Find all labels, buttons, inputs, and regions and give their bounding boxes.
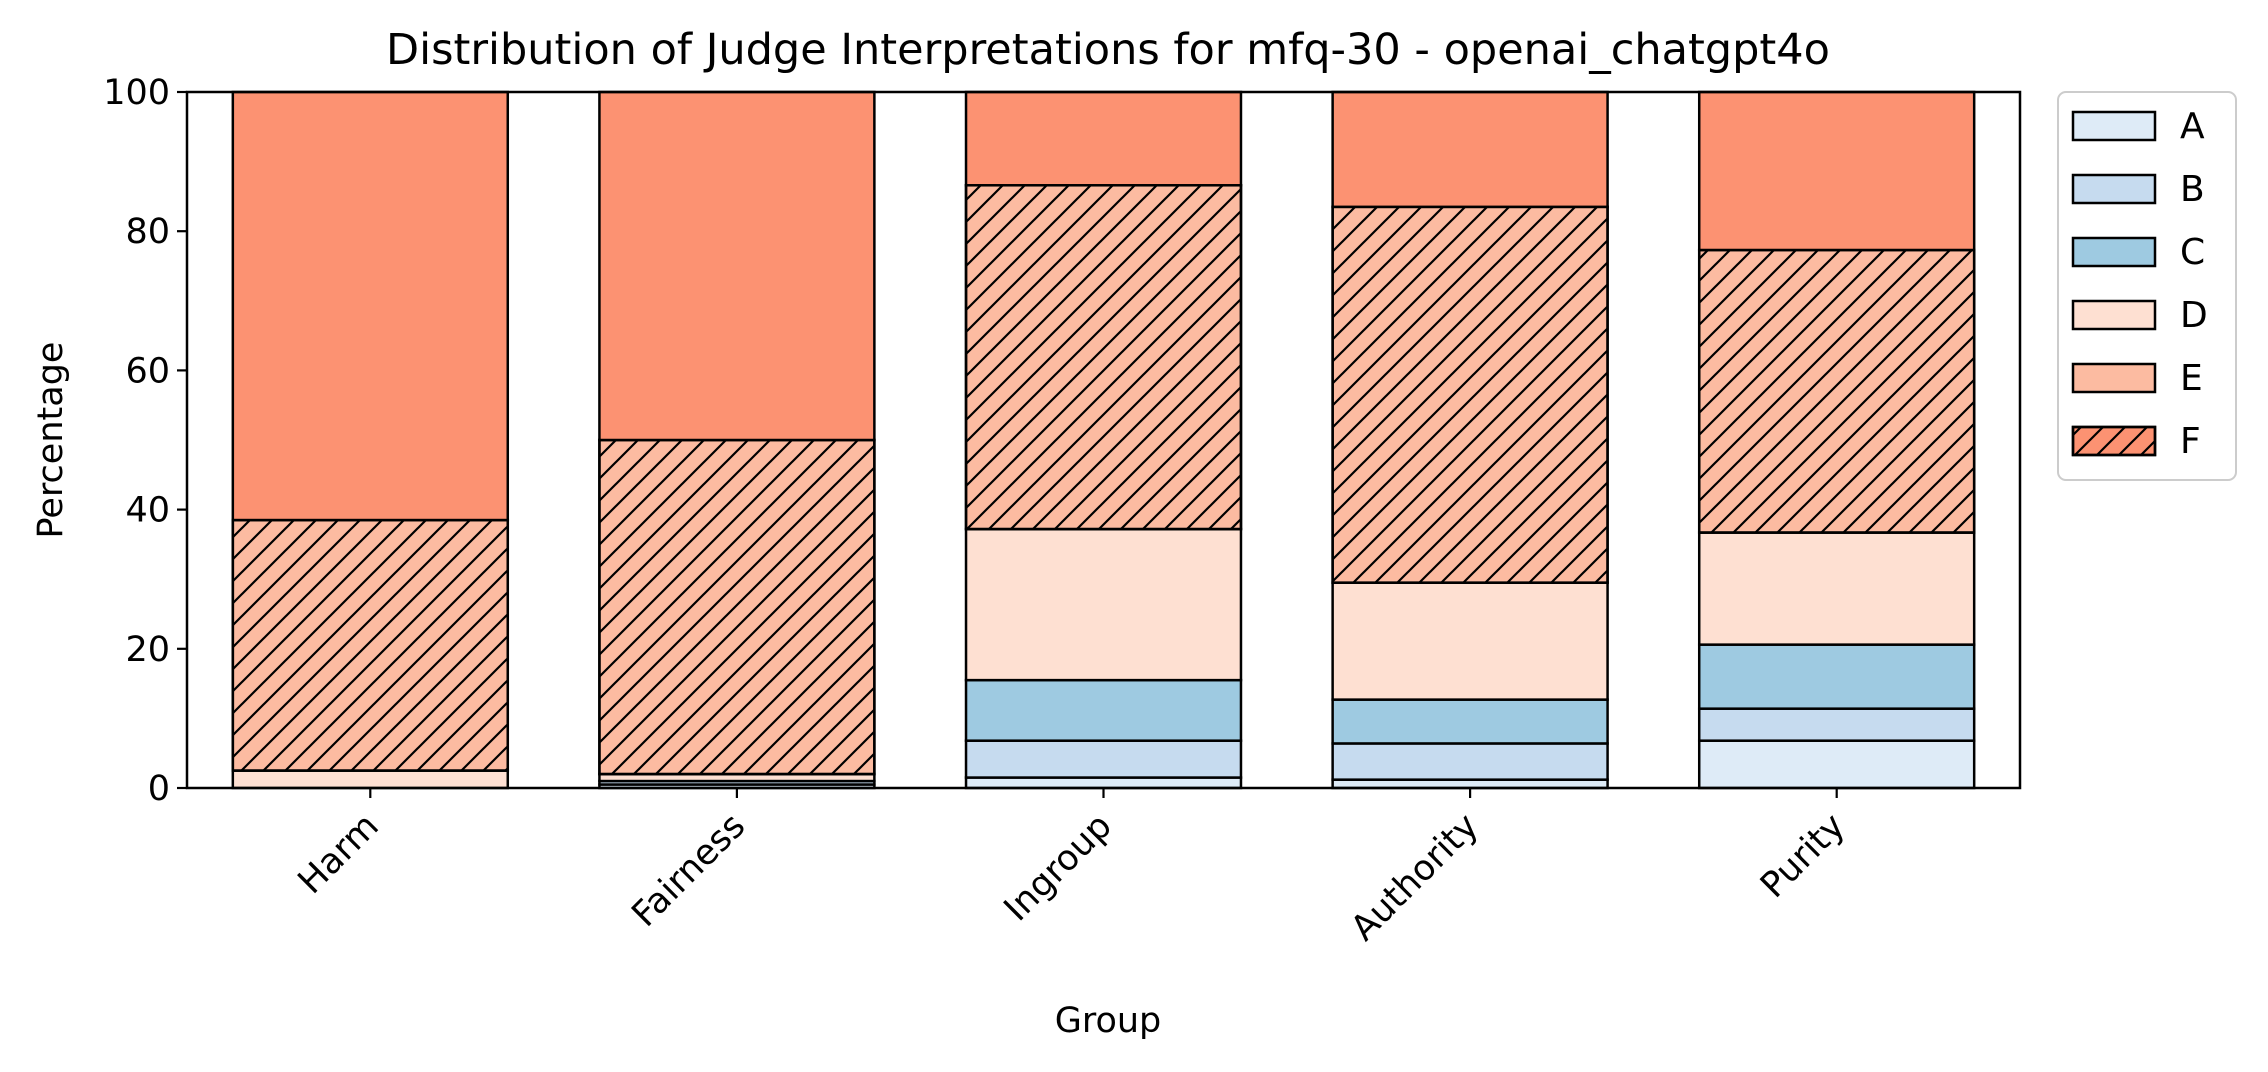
bar-ingroup-a	[964, 776, 1243, 790]
legend-swatch-e	[2071, 362, 2157, 394]
legend-label-d: D	[2180, 295, 2208, 336]
bar-purity-f	[1697, 90, 1976, 252]
legend-label-c: C	[2180, 232, 2205, 273]
bar-hatch-fairness-e	[598, 438, 876, 776]
x-tick-label-harm: Harm	[291, 806, 387, 902]
legend-swatch-d	[2071, 299, 2157, 331]
bar-authority-c	[1331, 698, 1609, 745]
bar-ingroup-f	[964, 90, 1243, 187]
bar-ingroup-d	[964, 527, 1243, 682]
legend-label-a: A	[2180, 106, 2205, 147]
bar-purity-a	[1697, 739, 1976, 790]
bar-hatch-harm-e	[231, 518, 510, 772]
y-axis-label: Percentage	[31, 342, 71, 539]
bar-fairness-f	[598, 90, 876, 442]
bars-group	[231, 90, 1976, 790]
y-axis-ticks: 0 20 40 60 80 100	[103, 73, 187, 809]
legend-swatch-hatch-f	[2071, 425, 2157, 457]
bar-harm-d	[231, 769, 510, 790]
x-axis-label: Group	[1055, 1001, 1162, 1041]
plot-frame	[185, 90, 2022, 790]
x-axis-ticks: Harm Fairness Ingroup Authority Purity	[291, 788, 1853, 949]
bar-authority-a	[1331, 778, 1609, 790]
y-tick-label: 20	[125, 630, 170, 670]
bar-purity-b	[1697, 707, 1976, 742]
y-tick-label: 40	[125, 491, 170, 531]
bar-authority-f	[1331, 90, 1609, 209]
legend-swatch-a	[2071, 110, 2157, 142]
x-tick-label-ingroup: Ingroup	[997, 806, 1120, 929]
legend-frame	[2057, 91, 2237, 481]
bar-ingroup-c	[964, 678, 1243, 742]
y-tick-label: 0	[148, 769, 170, 809]
y-tick-label: 60	[125, 351, 170, 391]
bar-ingroup-b	[964, 739, 1243, 779]
legend-label-b: B	[2180, 169, 2205, 210]
bar-hatch-ingroup-e	[964, 184, 1243, 531]
legend-label-e: E	[2180, 358, 2203, 399]
legend-label-f: F	[2180, 421, 2201, 462]
legend-swatch-b	[2071, 173, 2157, 205]
bar-authority-b	[1331, 742, 1609, 781]
y-tick-label: 80	[125, 212, 170, 252]
bar-purity-c	[1697, 643, 1976, 710]
bar-purity-d	[1697, 531, 1976, 646]
bar-authority-d	[1331, 581, 1609, 701]
bar-hatch-purity-e	[1697, 248, 1976, 534]
bar-hatch-authority-e	[1331, 205, 1609, 584]
chart-title: Distribution of Judge Interpretations fo…	[386, 25, 1830, 75]
x-tick-label-purity: Purity	[1753, 806, 1853, 906]
x-tick-label-authority: Authority	[1344, 806, 1487, 949]
legend-swatch-c	[2071, 236, 2157, 268]
bar-harm-f	[231, 90, 510, 522]
x-tick-label-fairness: Fairness	[625, 806, 754, 935]
y-tick-label: 100	[103, 73, 170, 113]
